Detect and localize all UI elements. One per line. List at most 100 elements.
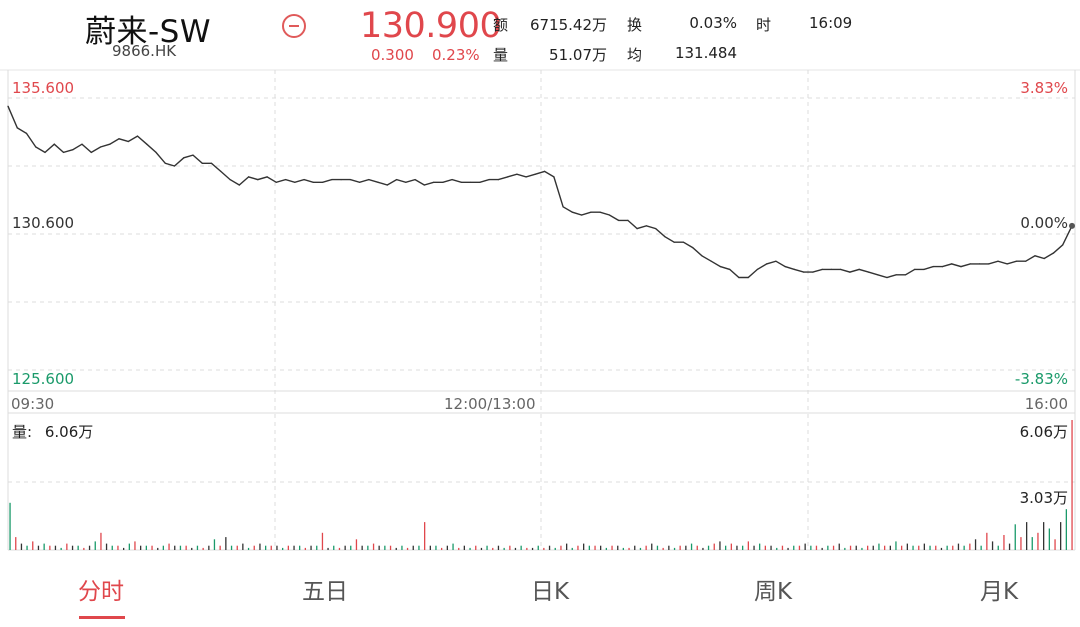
- volume-bar: [247, 547, 250, 550]
- volume-bar: [895, 541, 897, 550]
- price-point: [507, 176, 509, 178]
- volume-bar: [957, 543, 960, 550]
- volume-bar: [571, 547, 573, 550]
- volume-bar: [1008, 543, 1011, 550]
- volume-bar: [162, 545, 164, 550]
- volume-bar: [435, 545, 437, 550]
- price-point: [951, 263, 953, 265]
- price-point: [664, 236, 666, 238]
- volume-bar: [651, 543, 653, 550]
- price-point: [747, 276, 749, 279]
- price-point: [932, 266, 934, 268]
- volume-bar: [662, 547, 664, 550]
- tab-monthly-k[interactable]: 月K: [980, 579, 1019, 605]
- volume-bar: [213, 539, 216, 550]
- tab-weekly-k[interactable]: 周K: [754, 579, 793, 605]
- volume-bar: [588, 545, 590, 550]
- volume-bar: [730, 543, 732, 550]
- volume-bar: [316, 545, 318, 550]
- amount-label: 额: [493, 16, 509, 34]
- volume-bar: [469, 547, 471, 550]
- volume-bar: [219, 545, 221, 550]
- price-point: [368, 179, 370, 181]
- price-point: [1034, 255, 1036, 257]
- price-point: [1015, 260, 1018, 262]
- tab-intraday[interactable]: 分时: [78, 579, 124, 605]
- volume-bar: [168, 543, 170, 550]
- volume-bar: [486, 545, 488, 550]
- volume-bar: [310, 545, 312, 550]
- price-point: [830, 268, 833, 270]
- price-point: [340, 179, 342, 181]
- volume-bar: [151, 545, 153, 550]
- y-mid-pct-label: 0.00%: [1020, 214, 1068, 232]
- volume-bar: [253, 545, 255, 550]
- volume-bar: [287, 545, 289, 550]
- price-point: [248, 176, 250, 178]
- tab-daily-k[interactable]: 日K: [531, 579, 570, 605]
- volume-bar: [986, 532, 988, 550]
- volume-bar: [202, 547, 204, 550]
- price-point: [136, 135, 139, 137]
- volume-bar: [66, 543, 68, 550]
- last-price: 130.900: [360, 6, 502, 46]
- volume-bar: [344, 545, 346, 550]
- volume-bar: [685, 545, 687, 550]
- x-tick-open: 09:30: [11, 395, 55, 413]
- price-point: [1043, 257, 1045, 260]
- volume-bar: [100, 532, 102, 550]
- price-point: [988, 263, 990, 265]
- volume-bar: [355, 539, 358, 550]
- volume-bar: [566, 543, 568, 550]
- volume-max-label: 6.06万: [1019, 423, 1068, 441]
- price-point: [377, 181, 379, 183]
- price-point: [183, 157, 185, 159]
- price-point: [904, 274, 907, 276]
- volume-bar: [935, 545, 937, 550]
- price-point: [655, 228, 657, 230]
- volume-bar: [372, 543, 375, 550]
- price-point: [423, 184, 425, 186]
- price-point: [7, 105, 9, 107]
- price-point: [692, 247, 694, 249]
- price-point: [81, 143, 83, 145]
- volume-bar: [719, 541, 721, 550]
- price-change-pct: 0.23%: [432, 46, 480, 64]
- volume-bar: [696, 545, 698, 550]
- price-change: 0.300: [371, 46, 414, 64]
- volume-bar: [969, 543, 971, 550]
- price-point: [793, 268, 796, 270]
- chart-grid: [0, 69, 1080, 551]
- volume-bar: [350, 545, 352, 550]
- price-point: [710, 260, 712, 262]
- price-point: [960, 266, 962, 268]
- avg-price-label: 均: [627, 46, 643, 64]
- price-point: [488, 179, 490, 181]
- intraday-chart[interactable]: [0, 0, 1080, 560]
- volume-bar: [707, 545, 710, 550]
- price-point: [201, 162, 203, 164]
- price-point: [590, 211, 592, 213]
- price-point: [238, 184, 240, 186]
- price-point: [627, 219, 629, 221]
- price-point: [571, 211, 574, 213]
- volume-bar: [429, 545, 431, 550]
- volume-bar: [32, 541, 34, 550]
- remove-watchlist-button[interactable]: [282, 14, 306, 38]
- price-point: [923, 268, 925, 270]
- volume-bar: [333, 545, 335, 550]
- volume-bar: [997, 545, 999, 550]
- price-point: [645, 225, 648, 227]
- price-point: [164, 162, 166, 164]
- volume-bar: [401, 545, 403, 550]
- volume-bar: [77, 545, 79, 550]
- volume-bar: [832, 545, 835, 550]
- price-point: [62, 151, 65, 153]
- tab-five-day[interactable]: 五日: [302, 579, 348, 605]
- volume-bar: [111, 545, 113, 550]
- volume-bar: [304, 547, 306, 550]
- volume-bar: [179, 545, 182, 550]
- price-point: [997, 260, 999, 262]
- volume-bar: [668, 545, 670, 550]
- volume-bar: [497, 545, 500, 550]
